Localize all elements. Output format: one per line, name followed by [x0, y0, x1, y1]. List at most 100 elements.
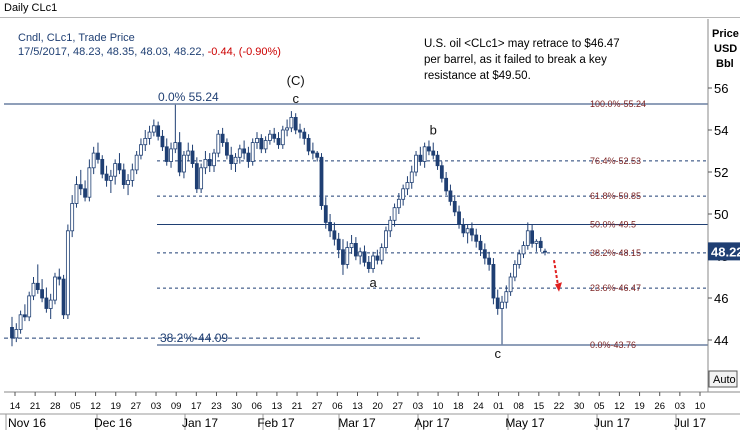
candle-body	[465, 228, 470, 234]
candle-body	[259, 137, 264, 150]
legend-line-1: Cndl, CLc1, Trade Price	[18, 32, 135, 44]
candle-body	[22, 314, 27, 318]
candle-body	[272, 133, 277, 139]
x-month-label: Jun 17	[594, 416, 630, 430]
candle-body	[293, 117, 298, 131]
candle-body	[444, 177, 449, 192]
candle-body	[246, 152, 251, 162]
candle-body	[194, 163, 199, 190]
candle-body	[70, 203, 75, 232]
y-tick-label: 46	[714, 291, 728, 306]
candle-body	[10, 326, 14, 339]
x-tick-label: 13	[272, 401, 283, 412]
x-tick-label: 22	[554, 401, 565, 412]
y-tick-label: 54	[714, 123, 728, 138]
candle-body	[452, 200, 457, 213]
candle-body	[35, 282, 40, 290]
candle-body	[392, 207, 397, 221]
candle-body	[345, 247, 350, 265]
fib-level-label: 50.0%-49.5	[590, 220, 636, 230]
candle-body	[353, 242, 358, 257]
candle-body	[482, 249, 487, 259]
auto-scale-button[interactable]	[708, 370, 738, 388]
x-tick-label: 27	[131, 401, 142, 412]
candle-body	[177, 142, 182, 173]
candle-body	[87, 167, 92, 198]
x-month-label: Mar 17	[338, 416, 376, 430]
fib-level-label: 100.0%-55.24	[590, 99, 646, 109]
candle-body	[384, 230, 388, 249]
candle-body	[263, 140, 268, 150]
candle-body	[530, 230, 535, 244]
x-month-label: Jul 17	[674, 416, 706, 430]
candle-body	[302, 131, 307, 139]
x-tick-label: 19	[110, 401, 121, 412]
candle-body	[448, 190, 453, 202]
candle-body	[126, 179, 130, 185]
candle-body	[18, 314, 23, 330]
candle-body	[255, 137, 259, 143]
candle-body	[164, 146, 169, 162]
candle-body	[151, 125, 156, 133]
candle-body	[504, 291, 509, 303]
candle-body	[379, 247, 384, 261]
candle-body	[83, 188, 87, 198]
candle-body	[341, 249, 345, 265]
x-tick-label: 09	[171, 401, 182, 412]
y-tick-label: 44	[714, 333, 728, 348]
wave-label: c	[292, 91, 299, 106]
x-tick-label: 28	[50, 401, 61, 412]
x-tick-label: 21	[292, 401, 303, 412]
candle-body	[203, 158, 208, 169]
x-tick-label: 30	[231, 401, 242, 412]
candle-body	[130, 169, 135, 181]
candle-body	[439, 165, 444, 179]
candle-body	[57, 276, 62, 280]
auto-scale-label: Auto	[713, 374, 736, 386]
candle-body	[517, 253, 522, 265]
y-tick-label: 50	[714, 207, 728, 222]
x-tick-label: 03	[151, 401, 162, 412]
candle-body	[328, 221, 332, 232]
left-level-label: 38.2%-44.09	[160, 331, 228, 345]
candle-body	[169, 148, 173, 162]
candle-body	[186, 150, 191, 156]
candle-body	[414, 154, 418, 173]
wave-label: b	[430, 123, 437, 138]
x-tick-label: 19	[634, 401, 645, 412]
candle-body	[418, 154, 423, 162]
candle-body	[289, 117, 294, 129]
candle-body	[500, 301, 504, 309]
candle-body	[388, 219, 393, 232]
x-tick-label: 15	[534, 401, 545, 412]
wave-labels: (C) c a b c	[287, 73, 502, 361]
candle-body	[375, 255, 380, 261]
candle-body	[139, 144, 143, 156]
x-tick-label: 03	[413, 401, 424, 412]
candle-body	[147, 131, 152, 139]
x-tick-label: 18	[453, 401, 464, 412]
candle-body	[478, 240, 483, 251]
x-tick-label: 27	[393, 401, 404, 412]
fib-level-label: 76.4%-52.53	[590, 156, 641, 166]
candle-body	[276, 137, 281, 146]
candle-body	[315, 152, 320, 158]
candle-body	[396, 198, 401, 209]
forecast-arrow-head	[555, 282, 562, 292]
candle-body	[108, 175, 113, 181]
x-tick-label: 26	[654, 401, 665, 412]
candle-body	[242, 148, 247, 154]
candle-body	[207, 158, 212, 167]
x-month-label: May 17	[505, 416, 545, 430]
candle-body	[409, 171, 414, 183]
candle-body	[362, 251, 367, 263]
candle-body	[190, 150, 195, 165]
x-tick-label: 13	[352, 401, 363, 412]
x-tick-label: 27	[312, 401, 323, 412]
candle-body	[298, 129, 302, 133]
candle-body	[44, 297, 49, 309]
x-month-label: Nov 16	[8, 416, 46, 430]
annotation-line-1: U.S. oil <CLc1> may retrace to $46.47	[424, 38, 620, 50]
